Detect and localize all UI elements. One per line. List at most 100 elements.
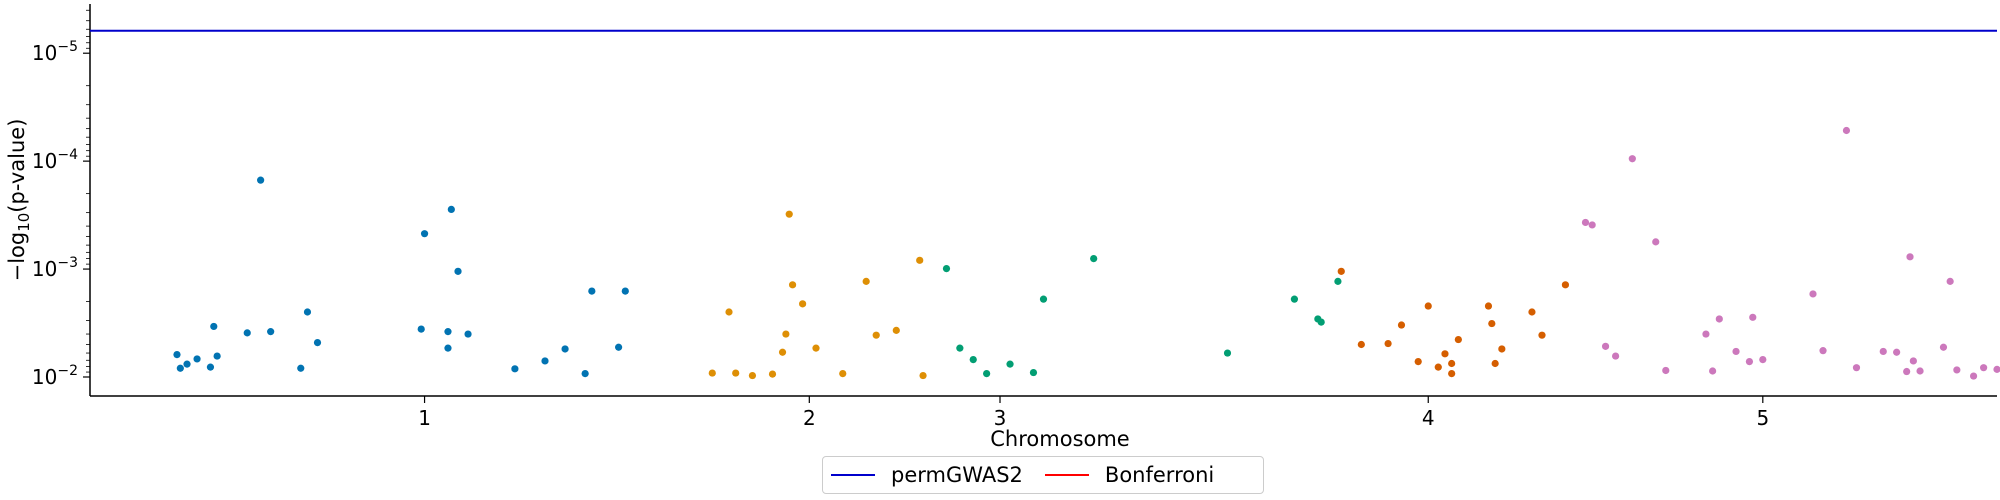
chr3-point — [1334, 277, 1342, 285]
chr5-point — [1819, 347, 1827, 355]
chr1-point — [464, 330, 472, 338]
chr5-point — [1903, 367, 1911, 376]
chr5-point — [1909, 357, 1917, 365]
chr5-point — [1842, 126, 1851, 135]
legend-label-bonferroni: Bonferroni — [1104, 463, 1215, 487]
chr1-point — [615, 343, 623, 351]
chr2-point — [839, 369, 847, 378]
chr5-point — [1652, 238, 1660, 246]
y-tick-label: 10−2 — [32, 363, 78, 389]
x-ticks: 1 2 3 4 5 — [418, 396, 1769, 430]
chr4-point — [1448, 369, 1456, 378]
chr2-point — [778, 348, 787, 356]
chr1-point — [210, 322, 218, 331]
y-ticks: 10−2 10−3 10−4 10−5 — [32, 9, 90, 389]
chr5-point — [1702, 330, 1710, 338]
chr4-point — [1397, 321, 1406, 329]
chr5-point — [1953, 366, 1961, 374]
chr1-point — [444, 328, 452, 336]
chr4-point — [1337, 267, 1345, 275]
chr5-point — [1749, 313, 1757, 321]
threshold-lines — [90, 29, 1997, 32]
chr5-point — [1946, 277, 1954, 285]
chr1-point — [173, 350, 181, 359]
y-axis-title: −log10(p-value) — [5, 119, 33, 282]
chr4-point — [1561, 281, 1570, 289]
chr1-point — [621, 287, 629, 295]
chr1-point — [561, 345, 569, 353]
chr1-point — [417, 325, 425, 333]
legend: permGWAS2 Bonferroni — [822, 456, 1264, 494]
y-tick-label: 10−5 — [32, 39, 78, 65]
chr2-point — [768, 370, 777, 378]
chr1-point — [243, 329, 251, 337]
data-points — [173, 126, 2000, 380]
chr5-point — [1588, 221, 1596, 229]
legend-item-permgwas2: permGWAS2 — [831, 463, 1023, 487]
chr5-point — [1916, 367, 1924, 375]
x-tick-label: 3 — [994, 406, 1007, 430]
chr1-point — [213, 352, 221, 360]
chr2-point — [725, 308, 733, 316]
chr4-point — [1498, 345, 1506, 353]
chr2-point — [732, 369, 740, 377]
chr1-point — [447, 205, 455, 213]
chr1-point — [267, 328, 275, 336]
chr5-point — [1601, 342, 1610, 350]
chr1-point — [444, 344, 452, 352]
chr1-point — [541, 357, 549, 365]
chr1-point — [511, 365, 519, 373]
chr5-point — [1715, 315, 1723, 323]
chr1-point — [454, 267, 462, 275]
chr5-point — [1906, 253, 1914, 261]
x-tick-label: 2 — [803, 406, 816, 430]
chr3-point — [956, 344, 964, 352]
chr3-point — [1039, 295, 1048, 303]
chr4-point — [1538, 331, 1546, 339]
chr1-point — [303, 308, 312, 316]
chr5-point — [1993, 365, 2000, 373]
chr2-point — [782, 330, 790, 338]
y-axis-title-prefix: −log — [5, 232, 29, 282]
chr5-point — [1980, 364, 1988, 372]
x-axis-title: Chromosome — [990, 427, 1129, 451]
legend-label-permgwas2: permGWAS2 — [891, 463, 1023, 487]
chr2-point — [785, 210, 793, 218]
chr5-point — [1732, 347, 1740, 356]
legend-swatch-permgwas2 — [831, 474, 875, 476]
chr4-point — [1484, 302, 1493, 310]
chr4-point — [1491, 359, 1499, 368]
chr4-point — [1384, 339, 1392, 348]
chr3-point — [1290, 295, 1299, 303]
x-tick-label: 1 — [418, 406, 431, 430]
y-axis-title-suffix: (p-value) — [5, 119, 29, 213]
chr5-point — [1662, 366, 1670, 375]
chr5-point — [1745, 357, 1754, 366]
chr2-point — [748, 371, 757, 380]
chr2-point — [788, 281, 797, 289]
chr5-point — [1809, 290, 1817, 298]
chr1-point — [581, 369, 589, 378]
legend-swatch-bonferroni — [1044, 474, 1089, 476]
chr5-point — [1939, 343, 1948, 351]
chr1-point — [193, 355, 201, 363]
chr1-point — [183, 360, 191, 368]
chr4-point — [1357, 340, 1365, 349]
chr2-point — [799, 300, 807, 308]
chr1-point — [257, 176, 265, 184]
y-tick-label: 10−4 — [32, 147, 78, 173]
x-tick-label: 4 — [1422, 406, 1435, 430]
chr2-point — [919, 371, 927, 380]
chr3-point — [1029, 368, 1038, 377]
chr5-point — [1709, 367, 1717, 375]
chr2-point — [892, 326, 900, 334]
chr5-point — [1969, 372, 1978, 380]
chr4-point — [1528, 308, 1536, 316]
y-tick-label: 10−3 — [32, 255, 78, 281]
chr2-point — [812, 344, 820, 352]
chr4-point — [1454, 335, 1462, 344]
chr2-point — [862, 277, 870, 285]
chr2-point — [872, 331, 880, 339]
chr5-point — [1581, 218, 1590, 227]
